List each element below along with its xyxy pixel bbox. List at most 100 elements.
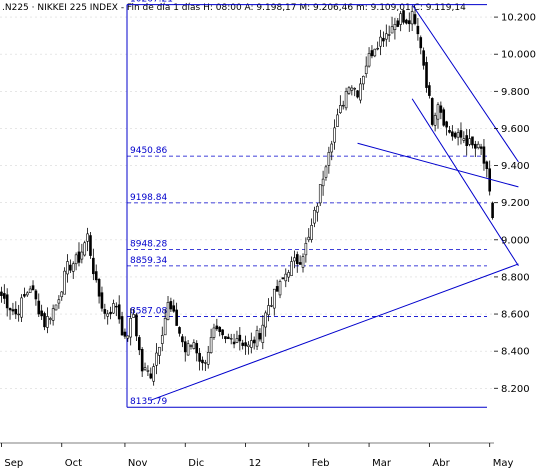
x-tick-label: May xyxy=(493,458,514,469)
candle-body xyxy=(69,264,72,271)
trendline-fan-mid xyxy=(357,142,519,188)
candle-body xyxy=(244,342,247,347)
candle-body xyxy=(350,87,354,91)
candle-body xyxy=(479,146,483,149)
candle-body xyxy=(399,13,402,25)
candle-body xyxy=(100,292,104,309)
candle-body xyxy=(476,143,480,149)
candle-body xyxy=(80,251,84,260)
candle-body xyxy=(94,271,98,281)
candle-body xyxy=(218,326,222,332)
candle-body xyxy=(83,242,87,256)
x-tick-label: Dic xyxy=(188,458,204,469)
candle-body xyxy=(241,342,244,346)
candle-body xyxy=(428,85,431,96)
candle-body xyxy=(261,324,265,343)
fib-level-label: 8948.28 xyxy=(130,239,167,249)
candle-body xyxy=(204,362,207,364)
candle-body xyxy=(25,292,29,296)
y-tick-label: 9.000 xyxy=(501,235,530,246)
candle-body xyxy=(390,26,394,34)
candle-body xyxy=(491,202,494,219)
candle-body xyxy=(229,338,233,340)
candle-body xyxy=(367,53,371,67)
candle-body xyxy=(46,316,49,328)
candle-body xyxy=(152,366,155,382)
candle-body xyxy=(86,233,89,242)
candle-body xyxy=(339,105,342,113)
candle-body xyxy=(126,335,130,339)
candle-body xyxy=(353,88,357,90)
candle-body xyxy=(23,294,26,297)
trendline-channel-upper xyxy=(411,4,519,163)
candle-body xyxy=(149,373,153,379)
candle-body xyxy=(137,337,141,351)
fib-level-label: 10267.21 xyxy=(130,0,173,5)
candle-body xyxy=(178,327,181,334)
candle-body xyxy=(235,338,239,343)
candle-body xyxy=(287,272,290,278)
candle-body xyxy=(63,270,66,295)
candle-body xyxy=(327,152,331,166)
candle-body xyxy=(181,336,184,343)
candle-body xyxy=(393,24,397,31)
candle-body xyxy=(267,305,270,316)
candle-body xyxy=(293,257,296,262)
x-tick-label: 12 xyxy=(249,458,262,469)
candle-body xyxy=(321,178,325,187)
candle-body xyxy=(382,37,385,42)
candle-body xyxy=(8,307,12,311)
candle-body xyxy=(324,166,328,178)
candle-body xyxy=(166,302,170,320)
candle-body xyxy=(0,291,3,296)
candle-body xyxy=(453,132,457,138)
candle-body xyxy=(419,37,423,49)
candle-body xyxy=(192,342,196,349)
candle-body xyxy=(255,330,259,347)
candle-body xyxy=(169,301,173,310)
candle-body xyxy=(43,313,46,328)
candle-body xyxy=(123,331,127,337)
candle-body xyxy=(384,33,388,40)
candle-body xyxy=(304,243,308,256)
candle-body xyxy=(109,311,112,315)
candle-body xyxy=(341,104,345,107)
candle-body xyxy=(439,105,443,113)
candle-body xyxy=(54,304,58,311)
y-tick-label: 10.000 xyxy=(501,50,536,61)
candle-body xyxy=(250,340,253,348)
candle-body xyxy=(106,313,110,317)
candle-body xyxy=(347,87,351,94)
chart-header: .N225 · NIKKEI 225 INDEX - Fin de día 1 … xyxy=(2,3,466,13)
candle-body xyxy=(51,308,55,321)
candle-body xyxy=(270,305,273,307)
candle-body xyxy=(416,25,420,35)
candle-body xyxy=(132,314,135,318)
candle-body xyxy=(189,345,193,347)
candle-body xyxy=(295,254,299,265)
candle-body xyxy=(307,236,311,241)
fib-level-label: 8859.34 xyxy=(130,256,167,266)
candle-body xyxy=(468,138,471,145)
candle-body xyxy=(402,10,405,23)
candle-body xyxy=(258,333,262,340)
candle-body xyxy=(436,104,440,120)
candle-body xyxy=(247,344,250,348)
candle-body xyxy=(11,309,15,312)
candle-body xyxy=(14,308,18,315)
candle-body xyxy=(183,341,187,353)
trendline-fan-lower xyxy=(411,98,519,267)
y-tick-label: 9.800 xyxy=(501,87,530,98)
candle-body xyxy=(333,127,336,143)
candle-body xyxy=(206,351,210,365)
candle-body xyxy=(227,336,230,340)
candle-body xyxy=(66,261,69,275)
candle-body xyxy=(186,343,190,356)
candle-body xyxy=(281,277,285,280)
candle-body xyxy=(310,225,313,240)
candle-body xyxy=(379,36,382,47)
y-tick-label: 10.200 xyxy=(501,13,536,24)
x-tick-label: Abr xyxy=(432,458,450,469)
candle-body xyxy=(140,349,144,372)
